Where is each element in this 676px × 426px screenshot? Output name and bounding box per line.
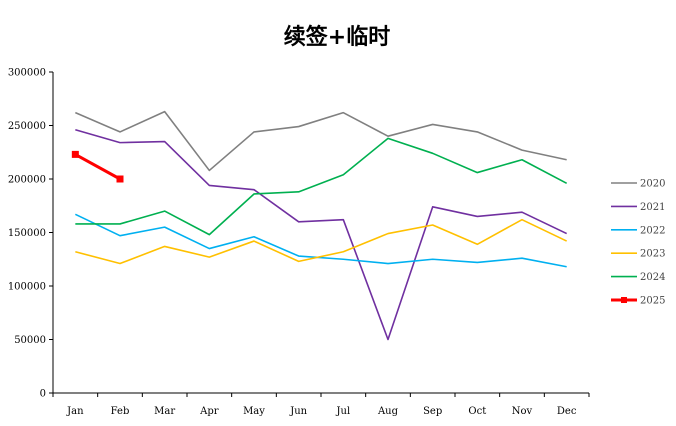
x-tick-label: Apr bbox=[199, 406, 219, 417]
x-tick-label: Mar bbox=[154, 406, 175, 417]
legend-label-2020: 2020 bbox=[640, 179, 665, 190]
x-tick-label: Jul bbox=[336, 406, 351, 417]
series-line-2022 bbox=[74, 213, 567, 268]
legend-label-2025: 2025 bbox=[640, 296, 665, 307]
series-line-2024 bbox=[75, 137, 568, 236]
series-line-2021 bbox=[75, 129, 568, 341]
series-layer bbox=[71, 110, 568, 341]
y-tick-label: 300000 bbox=[8, 68, 46, 79]
x-tick-label: Aug bbox=[377, 406, 399, 417]
y-tick-label: 150000 bbox=[8, 228, 46, 239]
x-tick-label: Oct bbox=[468, 406, 486, 417]
x-tick-label: Jan bbox=[66, 406, 84, 417]
legend-label-2024: 2024 bbox=[640, 272, 665, 283]
y-tick-label: 200000 bbox=[8, 175, 46, 186]
y-tick-label: 0 bbox=[40, 389, 46, 400]
y-tick-label: 100000 bbox=[8, 282, 46, 293]
legend-label-2023: 2023 bbox=[640, 249, 665, 260]
legend: 2020 2021 2022 2023 2024 2025 bbox=[611, 179, 665, 307]
axes: 0 50000 100000 150000 200000 250000 300000 Jan F… bbox=[8, 68, 590, 417]
y-tick-label: 50000 bbox=[14, 335, 46, 346]
series-line-2020 bbox=[75, 110, 567, 172]
series-line-2023 bbox=[75, 218, 568, 265]
x-tick-label: Nov bbox=[512, 406, 533, 417]
x-tick-label: May bbox=[243, 406, 265, 417]
legend-marker-2025 bbox=[621, 297, 627, 303]
series-line-2025 bbox=[74, 153, 121, 181]
y-tick-label: 250000 bbox=[8, 121, 46, 132]
series-point-2025 bbox=[71, 150, 79, 158]
x-tick-label: Jun bbox=[289, 406, 307, 417]
x-tick-label: Feb bbox=[111, 406, 130, 417]
x-tick-label: Sep bbox=[423, 406, 442, 417]
legend-label-2022: 2022 bbox=[640, 225, 665, 236]
series-point-2025 bbox=[116, 175, 124, 183]
chart-title: 续签+临时 bbox=[284, 24, 390, 50]
legend-label-2021: 2021 bbox=[640, 202, 665, 213]
x-tick-label: Dec bbox=[557, 406, 577, 417]
